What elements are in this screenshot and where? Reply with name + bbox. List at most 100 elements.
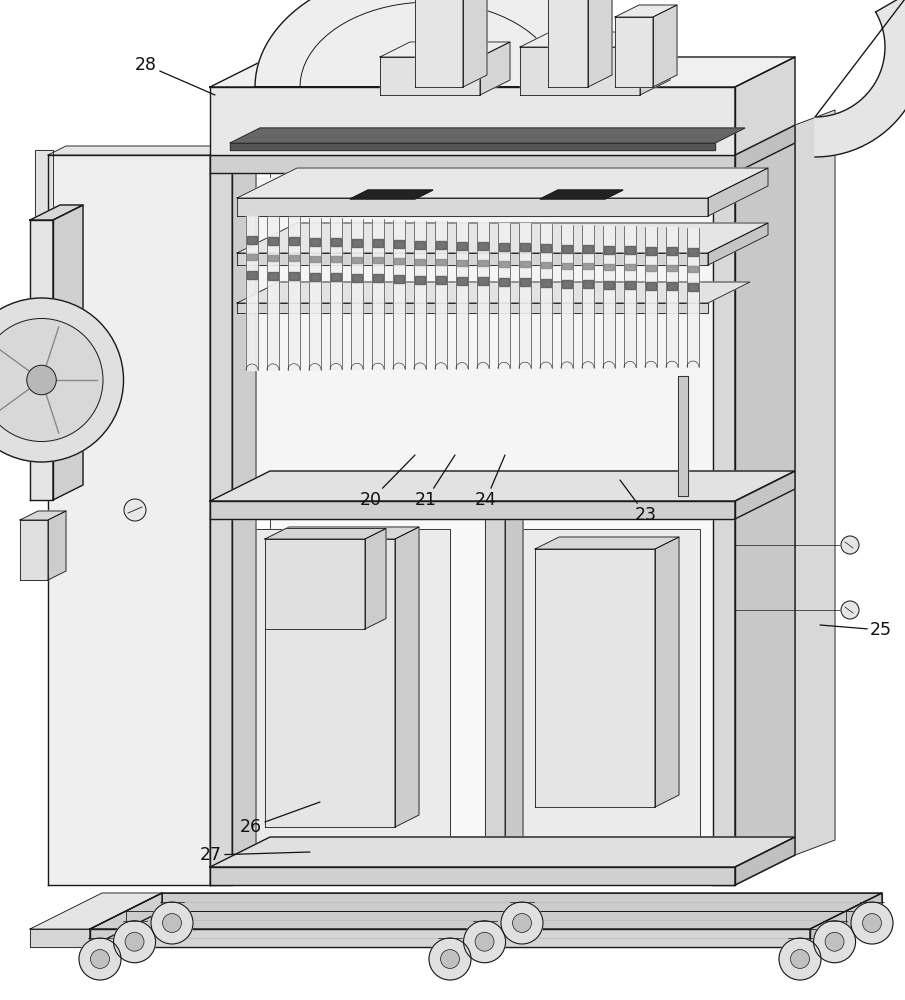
Polygon shape xyxy=(373,239,383,247)
Polygon shape xyxy=(230,128,745,143)
Polygon shape xyxy=(270,125,795,855)
Polygon shape xyxy=(535,549,655,807)
Polygon shape xyxy=(265,527,419,539)
Polygon shape xyxy=(268,272,278,280)
Polygon shape xyxy=(810,893,882,947)
Polygon shape xyxy=(30,220,53,500)
Polygon shape xyxy=(713,125,795,155)
Polygon shape xyxy=(255,0,605,87)
Polygon shape xyxy=(210,867,735,885)
Polygon shape xyxy=(380,57,480,95)
Circle shape xyxy=(475,932,494,951)
Polygon shape xyxy=(655,537,679,807)
Polygon shape xyxy=(615,17,653,87)
Polygon shape xyxy=(35,150,53,220)
Circle shape xyxy=(841,601,859,619)
Polygon shape xyxy=(478,260,488,266)
Polygon shape xyxy=(20,520,48,580)
Polygon shape xyxy=(667,247,677,255)
Polygon shape xyxy=(48,155,210,885)
Polygon shape xyxy=(210,471,795,501)
Polygon shape xyxy=(415,241,425,249)
Polygon shape xyxy=(688,266,698,272)
Circle shape xyxy=(90,950,110,968)
Polygon shape xyxy=(210,125,795,155)
Polygon shape xyxy=(480,42,510,95)
Polygon shape xyxy=(562,280,572,288)
Polygon shape xyxy=(456,222,468,369)
Polygon shape xyxy=(288,217,300,370)
Polygon shape xyxy=(265,539,365,629)
Polygon shape xyxy=(646,282,656,290)
Polygon shape xyxy=(48,511,66,580)
Polygon shape xyxy=(330,218,342,369)
Polygon shape xyxy=(646,247,656,255)
Polygon shape xyxy=(20,511,66,520)
Polygon shape xyxy=(735,471,795,519)
Circle shape xyxy=(27,365,56,395)
Polygon shape xyxy=(540,224,552,368)
Polygon shape xyxy=(210,837,795,867)
Polygon shape xyxy=(735,837,795,885)
Text: 28: 28 xyxy=(135,56,215,95)
Polygon shape xyxy=(351,219,363,369)
Polygon shape xyxy=(520,261,530,267)
Polygon shape xyxy=(548,0,588,87)
Polygon shape xyxy=(520,243,530,251)
Polygon shape xyxy=(210,146,228,885)
Polygon shape xyxy=(625,246,635,254)
Polygon shape xyxy=(708,223,768,265)
Polygon shape xyxy=(582,225,594,368)
Polygon shape xyxy=(541,262,551,268)
Polygon shape xyxy=(485,519,505,867)
Polygon shape xyxy=(394,240,404,248)
Polygon shape xyxy=(352,239,362,247)
Polygon shape xyxy=(394,275,404,283)
Polygon shape xyxy=(541,279,551,287)
Polygon shape xyxy=(247,236,257,244)
Circle shape xyxy=(512,914,531,932)
Polygon shape xyxy=(415,276,425,284)
Circle shape xyxy=(113,921,156,963)
Polygon shape xyxy=(90,893,882,929)
Polygon shape xyxy=(331,238,341,246)
Polygon shape xyxy=(561,225,573,368)
Polygon shape xyxy=(352,274,362,282)
Polygon shape xyxy=(310,256,320,262)
Polygon shape xyxy=(520,529,700,847)
Text: 20: 20 xyxy=(360,455,415,509)
Circle shape xyxy=(124,499,146,521)
Polygon shape xyxy=(237,303,708,313)
Polygon shape xyxy=(499,243,509,251)
Polygon shape xyxy=(603,226,615,368)
Polygon shape xyxy=(90,893,162,947)
Circle shape xyxy=(791,950,809,968)
Circle shape xyxy=(779,938,821,980)
Polygon shape xyxy=(688,248,698,256)
Polygon shape xyxy=(415,0,463,87)
Polygon shape xyxy=(232,143,256,885)
Polygon shape xyxy=(604,264,614,270)
Polygon shape xyxy=(436,241,446,249)
Polygon shape xyxy=(505,510,523,867)
Circle shape xyxy=(814,921,855,963)
Polygon shape xyxy=(477,222,489,368)
Polygon shape xyxy=(478,277,488,285)
Polygon shape xyxy=(678,376,688,496)
Polygon shape xyxy=(237,198,708,216)
Polygon shape xyxy=(478,242,488,250)
Polygon shape xyxy=(48,146,228,155)
Polygon shape xyxy=(541,244,551,252)
Polygon shape xyxy=(540,190,623,199)
Polygon shape xyxy=(646,265,656,271)
Polygon shape xyxy=(90,929,810,947)
Polygon shape xyxy=(435,221,447,369)
Polygon shape xyxy=(562,245,572,253)
Polygon shape xyxy=(265,539,395,827)
Polygon shape xyxy=(268,237,278,245)
Polygon shape xyxy=(310,273,320,281)
Polygon shape xyxy=(289,255,299,261)
Polygon shape xyxy=(331,256,341,262)
Polygon shape xyxy=(247,271,257,279)
Polygon shape xyxy=(30,893,162,929)
